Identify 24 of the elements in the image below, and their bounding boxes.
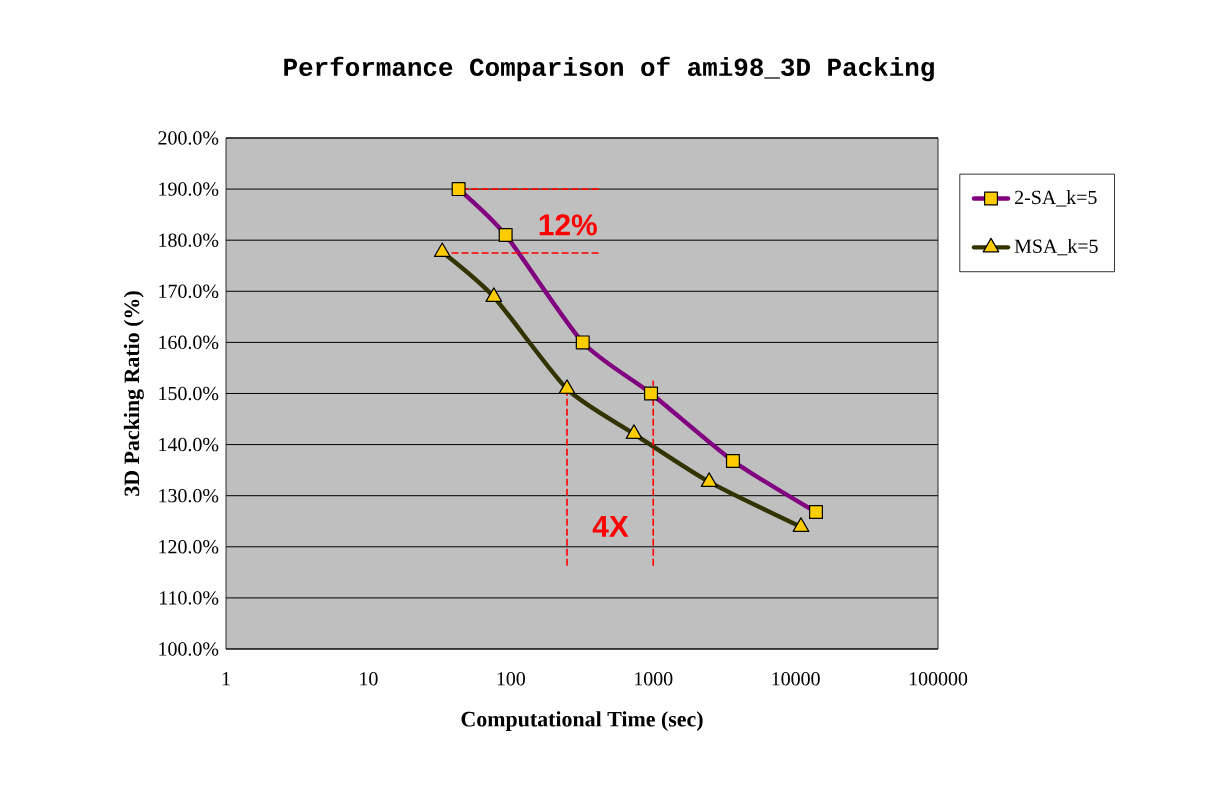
- x-tick-label: 10: [360, 672, 378, 686]
- y-tick-label: 190.0%: [159, 182, 219, 196]
- x-tick-label: 1: [222, 672, 230, 686]
- y-tick-label: 140.0%: [159, 437, 219, 452]
- y-axis-title: 3D Packing Ratio (%): [123, 291, 144, 496]
- y-tick-label: 180.0%: [159, 233, 219, 247]
- legend-label: MSA_k=5: [1014, 238, 1098, 256]
- x-axis-title: Computational Time (sec): [461, 711, 703, 732]
- annotation: 4X: [592, 516, 629, 537]
- y-tick-label: 170.0%: [159, 284, 219, 299]
- y-tick-label: 200.0%: [158, 131, 219, 145]
- y-tick-label: 130.0%: [159, 488, 219, 503]
- chart-title: Performance Comparison of ami98_3D Packing: [284, 56, 934, 82]
- legend-label: 2-SA_k=5: [1015, 190, 1097, 207]
- x-tick-label: 1000: [635, 672, 673, 686]
- y-tick-label: 150.0%: [159, 386, 219, 401]
- y-tick-label: 110.0%: [160, 591, 219, 605]
- y-tick-label: 100.0%: [159, 642, 219, 656]
- x-tick-label: 100: [497, 672, 526, 686]
- annotation: 12%: [539, 214, 597, 236]
- y-tick-label: 120.0%: [159, 540, 219, 554]
- x-tick-label: 10000: [772, 672, 820, 686]
- x-tick-label: 100000: [909, 672, 968, 686]
- y-tick-label: 160.0%: [159, 335, 219, 350]
